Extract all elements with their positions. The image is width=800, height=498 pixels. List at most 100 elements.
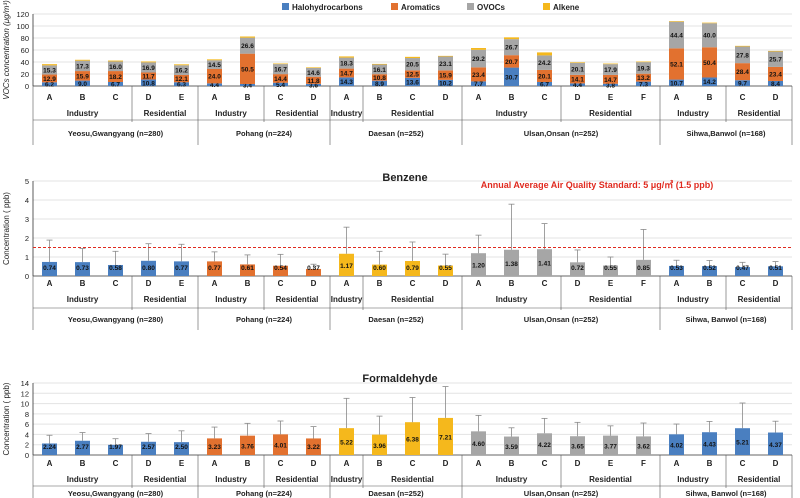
bar-segment-alkene bbox=[504, 37, 519, 40]
segment-value-label: 29.2 bbox=[472, 56, 485, 63]
bar bbox=[669, 434, 684, 455]
segment-value-label: 16.7 bbox=[274, 67, 287, 74]
bar bbox=[240, 435, 255, 455]
segment-value-label: 15.9 bbox=[439, 73, 452, 80]
site-type-label: Industry bbox=[215, 109, 247, 118]
x-category-label: C bbox=[542, 93, 548, 102]
bar-value-label: 3.77 bbox=[604, 443, 617, 450]
legend-label: Halohydrocarbons bbox=[292, 3, 363, 12]
bar-segment-halohydrocarbons bbox=[306, 83, 321, 86]
x-category-label: C bbox=[410, 459, 416, 468]
bar-value-label: 5.21 bbox=[736, 440, 749, 447]
bar-segment-halohydrocarbons bbox=[108, 81, 123, 86]
x-category-label: A bbox=[47, 459, 53, 468]
bar-segment-alkene bbox=[42, 64, 57, 66]
x-category-label: E bbox=[608, 279, 614, 288]
x-category-label: B bbox=[377, 279, 383, 288]
y-tick-label: 40 bbox=[21, 58, 29, 67]
bar bbox=[471, 253, 486, 276]
segment-value-label: 14.3 bbox=[340, 79, 353, 86]
bar bbox=[603, 435, 618, 455]
x-category-label: B bbox=[245, 279, 251, 288]
bar-value-label: 2.50 bbox=[175, 444, 188, 451]
segment-value-label: 20.1 bbox=[571, 66, 584, 73]
x-category-label: B bbox=[377, 459, 383, 468]
segment-value-label: 6.2 bbox=[45, 82, 54, 89]
segment-value-label: 14.1 bbox=[571, 77, 584, 84]
segment-value-label: 13.2 bbox=[637, 75, 650, 82]
bar-segment-aromatics bbox=[75, 71, 90, 81]
bar-value-label: 1.97 bbox=[109, 444, 122, 451]
x-category-label: D bbox=[311, 459, 317, 468]
x-category-label: B bbox=[707, 279, 713, 288]
bar bbox=[603, 265, 618, 276]
bar-segment-halohydrocarbons bbox=[570, 83, 585, 86]
bar-value-label: 7.21 bbox=[439, 434, 452, 441]
segment-value-label: 6.7 bbox=[540, 81, 549, 88]
bar-segment-aromatics bbox=[42, 74, 57, 83]
bar-segment-alkene bbox=[735, 45, 750, 47]
x-category-label: D bbox=[575, 93, 581, 102]
panel-1-axes: 0 1 2 3 4 5 Concentration ( ppb) A B C D E A B C D A B C D A… bbox=[2, 177, 793, 330]
city-label: Sihwa, Banwol (n=168) bbox=[685, 489, 767, 498]
bar bbox=[240, 264, 255, 276]
bar-segment-alkene bbox=[108, 60, 123, 62]
bar-segment-alkene bbox=[306, 67, 321, 68]
site-type-label: Industry bbox=[67, 295, 99, 304]
x-category-label: C bbox=[740, 459, 746, 468]
bar-segment-ovocs bbox=[702, 23, 717, 48]
x-category-label: E bbox=[179, 93, 185, 102]
bar-segment-aromatics bbox=[537, 69, 552, 82]
bar-value-label: 0.77 bbox=[208, 265, 221, 272]
bar-segment-alkene bbox=[603, 63, 618, 65]
segment-value-label: 24.0 bbox=[208, 74, 221, 81]
bar-value-label: 2.77 bbox=[76, 444, 89, 451]
bar-segment-alkene bbox=[75, 59, 90, 61]
segment-value-label: 7.7 bbox=[474, 81, 483, 88]
x-category-label: C bbox=[542, 459, 548, 468]
bar-segment-ovocs bbox=[108, 61, 123, 72]
site-type-label: Industry bbox=[215, 475, 247, 484]
city-label: Yeosu,Gwangyang (n=280) bbox=[68, 315, 164, 324]
x-category-label: D bbox=[146, 459, 152, 468]
x-category-label: B bbox=[245, 459, 251, 468]
bar-value-label: 0.51 bbox=[769, 265, 782, 272]
bar-segment-halohydrocarbons bbox=[372, 80, 387, 86]
bar-segment-halohydrocarbons bbox=[141, 79, 156, 86]
segment-value-label: 23.4 bbox=[769, 71, 782, 78]
bar-segment-ovocs bbox=[636, 62, 651, 74]
bar bbox=[339, 253, 354, 276]
y-axis-title: Concentration ( ppb) bbox=[2, 192, 11, 265]
bar-segment-alkene bbox=[273, 63, 288, 65]
site-type-label: Industry bbox=[67, 475, 99, 484]
legend-label: Alkene bbox=[553, 3, 580, 12]
y-tick-label: 8 bbox=[25, 410, 29, 419]
segment-value-label: 11.7 bbox=[142, 74, 155, 81]
segment-value-label: 10.8 bbox=[373, 75, 386, 82]
bar-segment-ovocs bbox=[735, 46, 750, 64]
x-category-label: D bbox=[146, 279, 152, 288]
bar bbox=[273, 434, 288, 455]
segment-value-label: 20.7 bbox=[505, 59, 518, 66]
segment-value-label: 26.7 bbox=[505, 45, 518, 52]
bar-segment-aromatics bbox=[372, 74, 387, 81]
segment-value-label: 23.4 bbox=[472, 72, 485, 79]
segment-value-label: 50.5 bbox=[241, 66, 254, 73]
bar-segment-aromatics bbox=[438, 70, 453, 80]
chart-title: Benzene bbox=[382, 172, 427, 184]
bar bbox=[42, 261, 57, 276]
bar bbox=[570, 262, 585, 276]
bar-value-label: 0.73 bbox=[76, 265, 89, 272]
bar-value-label: 0.60 bbox=[373, 265, 386, 272]
bar-value-label: 1.38 bbox=[505, 261, 518, 268]
bar-segment-aromatics bbox=[405, 70, 420, 78]
bar-value-label: 3.76 bbox=[241, 443, 254, 450]
bar bbox=[108, 444, 123, 455]
bar bbox=[636, 436, 651, 455]
x-category-label: B bbox=[80, 93, 86, 102]
x-category-label: B bbox=[80, 279, 86, 288]
bar bbox=[735, 267, 750, 276]
bar-value-label: 3.96 bbox=[373, 443, 386, 450]
bar-segment-halohydrocarbons bbox=[405, 77, 420, 86]
segment-value-label: 6.3 bbox=[177, 82, 186, 89]
